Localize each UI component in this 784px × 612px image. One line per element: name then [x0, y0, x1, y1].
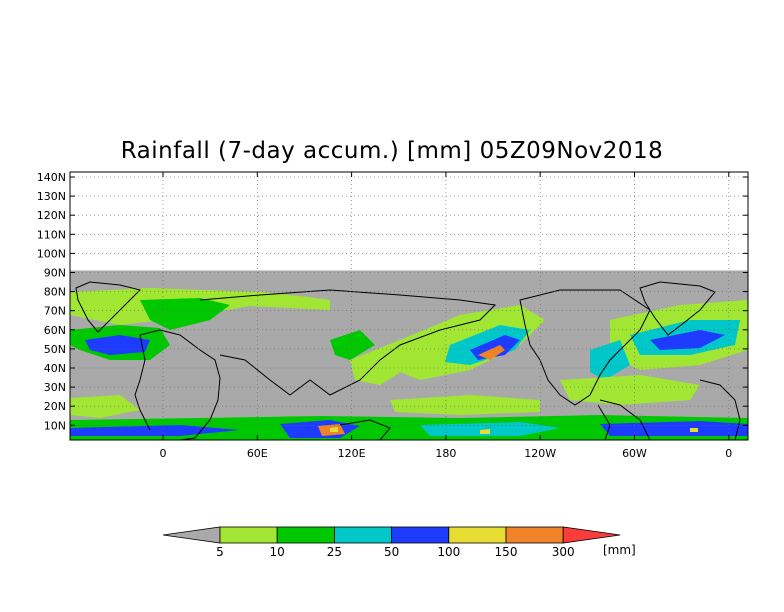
- europe-africa-outline: [134, 329, 221, 441]
- lat-tick-label: 60N: [44, 324, 66, 337]
- lat-tick-label: 30N: [44, 381, 66, 394]
- lat-tick-label: 40N: [44, 362, 66, 375]
- colorbar-segment: [391, 526, 450, 544]
- colorbar-tick-label: 50: [384, 545, 399, 559]
- west-pacific-band: [350, 340, 420, 385]
- europe-band: [140, 298, 230, 330]
- lat-tick-label: 110N: [37, 228, 66, 241]
- north-atlantic-west-core: [85, 335, 150, 355]
- colorbar: 5 10 25 50 100 150 300: [162, 526, 621, 559]
- colorbar-high-triangle: [562, 526, 621, 544]
- australia-outline: [339, 419, 391, 441]
- colorbar-segment: [276, 526, 335, 544]
- colorbar-low-triangle: [162, 526, 221, 544]
- colorbar-segment: [448, 526, 507, 544]
- lat-tick-label: 120N: [37, 209, 66, 222]
- colorbar-unit: [mm]: [603, 543, 636, 557]
- colorbar-tick-label: 10: [270, 545, 285, 559]
- colorbar-tick-label: 5: [216, 545, 224, 559]
- south-atlantic-band: [70, 395, 140, 418]
- lat-tick-label: 10N: [44, 419, 66, 432]
- colorbar-segment: [333, 526, 392, 544]
- lat-tick-label: 80N: [44, 286, 66, 299]
- lon-tick-label: 0: [725, 447, 732, 460]
- map-title: Rainfall (7-day accum.) [mm] 05Z09Nov201…: [120, 138, 664, 164]
- longitude-axis: 0 60E 120E 180 120W 60W 0: [160, 172, 732, 460]
- greenland-west-outline: [75, 281, 141, 333]
- colorbar-tick-label: 150: [495, 545, 518, 559]
- itcz-strip: [70, 415, 748, 440]
- colorbar-tick-label: 25: [327, 545, 342, 559]
- central-pacific-band: [390, 395, 540, 415]
- coastlines: [75, 281, 741, 441]
- lon-tick-label: 180: [435, 447, 456, 460]
- north-atlantic-east-blue: [650, 330, 725, 350]
- lon-tick-label: 60E: [247, 447, 268, 460]
- lat-tick-label: 100N: [37, 247, 66, 260]
- eurasia-outline: [199, 289, 497, 396]
- lat-tick-label: 70N: [44, 305, 66, 318]
- north-america-outline: [519, 289, 651, 406]
- lat-tick-label: 20N: [44, 400, 66, 413]
- lon-tick-label: 120E: [338, 447, 366, 460]
- lon-tick-label: 0: [160, 447, 167, 460]
- mid-atlantic-band: [560, 375, 700, 405]
- rainfall-field: [70, 271, 748, 440]
- plot-frame: [69, 171, 749, 441]
- lat-tick-label: 50N: [44, 343, 66, 356]
- africa-east-outline: [699, 379, 741, 441]
- lon-tick-label: 120W: [524, 447, 556, 460]
- lat-tick-label: 90N: [44, 267, 66, 280]
- colorbar-segment: [505, 526, 564, 544]
- colorbar-tick-label: 100: [437, 545, 460, 559]
- lon-tick-label: 60W: [622, 447, 647, 460]
- latitude-axis: 140N 130N 120N 110N 100N 90N 80N 70N 60N 50N 40N 30…: [37, 171, 748, 432]
- colorbar-tick-label: 300: [552, 545, 575, 559]
- grid-lines: [70, 172, 748, 440]
- east-asia-rain: [330, 330, 375, 360]
- lat-tick-label: 130N: [37, 190, 66, 203]
- itcz-core-west: [70, 425, 240, 436]
- colorbar-segment: [219, 526, 278, 544]
- lat-tick-label: 140N: [37, 171, 66, 184]
- itcz-core-east: [600, 421, 748, 436]
